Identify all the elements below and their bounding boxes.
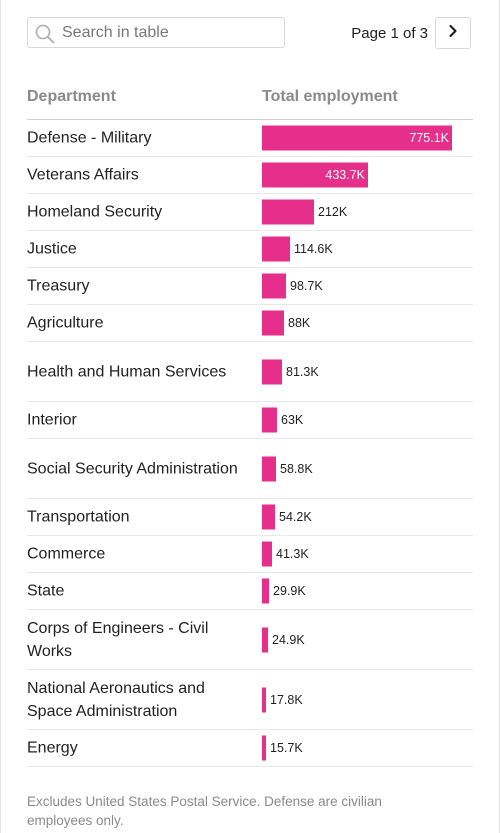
footnote: Excludes United States Postal Service. D… xyxy=(27,794,382,828)
employment-bar xyxy=(262,162,368,188)
employment-value-label: 114.6K xyxy=(294,242,333,256)
employment-bar xyxy=(262,735,266,761)
employment-value-label: 98.7K xyxy=(290,279,323,293)
table-row: Homeland Security 212K xyxy=(27,194,473,231)
table-row: Interior 63K xyxy=(27,402,473,439)
employment-bar xyxy=(262,359,282,384)
employment-bar xyxy=(262,273,286,299)
department-name: Defense - Military xyxy=(27,129,152,147)
employment-bar xyxy=(262,407,277,433)
department-name: Treasury xyxy=(27,277,90,295)
department-name: Agriculture xyxy=(27,314,104,332)
employment-value-label: 63K xyxy=(281,413,304,427)
table-row: Corps of Engineers - Civil Works 24.9K xyxy=(27,610,473,670)
table-row: Commerce 41.3K xyxy=(27,536,473,573)
table-row: Veterans Affairs 433.7K xyxy=(27,157,473,194)
employment-bar xyxy=(262,199,314,225)
table-row: Justice 114.6K xyxy=(27,231,473,268)
employment-bar xyxy=(262,687,266,712)
employment-value-label: 29.9K xyxy=(273,584,306,598)
department-name: Homeland Security xyxy=(27,203,163,221)
table-row: State 29.9K xyxy=(27,573,473,610)
employment-value-label: 775.1K xyxy=(409,131,449,145)
column-header-department[interactable]: Department xyxy=(27,88,116,105)
table-row: Social Security Administration 58.8K xyxy=(27,439,473,499)
employment-value-label: 41.3K xyxy=(276,547,309,561)
employment-value-label: 54.2K xyxy=(279,510,312,524)
employment-bar xyxy=(262,125,452,151)
employment-value-label: 15.7K xyxy=(270,741,303,755)
header-divider xyxy=(27,119,473,120)
search-box[interactable] xyxy=(27,17,285,48)
table-row: Defense - Military 775.1K xyxy=(27,120,473,157)
department-name: National Aeronautics and Space Administr… xyxy=(27,679,205,720)
frame-border-left xyxy=(0,0,1,833)
department-name: Veterans Affairs xyxy=(27,166,139,184)
department-name: Commerce xyxy=(27,545,106,563)
table-row: Energy 15.7K xyxy=(27,730,473,767)
table-row: Transportation 54.2K xyxy=(27,499,473,536)
department-name: Interior xyxy=(27,411,77,429)
column-header-total-employment[interactable]: Total employment xyxy=(262,88,398,105)
next-page-button[interactable] xyxy=(435,17,471,49)
employment-value-label: 81.3K xyxy=(286,364,319,379)
table-row: National Aeronautics and Space Administr… xyxy=(27,670,473,730)
employment-value-label: 88K xyxy=(288,316,311,330)
department-name: State xyxy=(27,582,65,600)
table-row: Agriculture 88K xyxy=(27,305,473,342)
department-name: Health and Human Services xyxy=(27,363,227,380)
employment-bar xyxy=(262,236,290,262)
search-input[interactable] xyxy=(62,21,277,45)
page-indicator: Page 1 of 3 xyxy=(351,25,428,42)
employment-bar xyxy=(262,504,275,530)
table-row: Treasury 98.7K xyxy=(27,268,473,305)
employment-value-label: 58.8K xyxy=(280,461,313,476)
employment-bar xyxy=(262,310,284,336)
department-name: Justice xyxy=(27,240,77,258)
search-icon xyxy=(34,23,56,45)
department-name: Energy xyxy=(27,739,78,757)
department-name: Corps of Engineers - Civil Works xyxy=(27,619,209,660)
employment-bar xyxy=(262,627,268,652)
employment-value-label: 17.8K xyxy=(270,692,303,707)
department-name: Social Security Administration xyxy=(27,460,238,477)
employment-bar xyxy=(262,456,276,481)
chevron-right-icon xyxy=(446,24,460,43)
employment-bar xyxy=(262,578,269,604)
department-name: Transportation xyxy=(27,508,130,526)
table-row: Health and Human Services 81.3K xyxy=(27,342,473,402)
employment-value-label: 433.7K xyxy=(325,168,365,182)
employment-bar xyxy=(262,541,272,567)
employment-value-label: 24.9K xyxy=(272,632,305,647)
employment-value-label: 212K xyxy=(318,205,348,219)
table-body: Defense - Military 775.1K Veterans Affairs… xyxy=(27,120,473,767)
